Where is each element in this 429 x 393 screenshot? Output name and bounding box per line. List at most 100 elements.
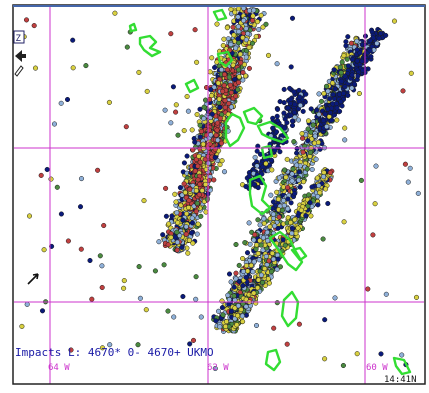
lightning-stroke-marker bbox=[355, 73, 361, 79]
lightning-stroke-marker bbox=[194, 59, 200, 65]
coastline-outline bbox=[242, 106, 264, 126]
lightning-stroke-marker bbox=[121, 278, 127, 284]
lightning-stroke-marker bbox=[65, 238, 71, 244]
lightning-stroke-marker bbox=[204, 196, 210, 202]
lightning-stroke-marker bbox=[292, 101, 298, 107]
lightning-stroke-marker bbox=[274, 113, 280, 119]
lightning-stroke-marker bbox=[281, 100, 287, 106]
lightning-stroke-marker bbox=[250, 13, 256, 19]
lightning-stroke-marker bbox=[378, 30, 384, 37]
lightning-stroke-marker bbox=[201, 104, 207, 110]
lightning-stroke-marker bbox=[200, 141, 206, 147]
lightning-stroke-marker bbox=[341, 53, 347, 59]
lightning-stroke-marker bbox=[342, 125, 348, 131]
lightning-stroke-marker bbox=[242, 73, 249, 79]
lightning-stroke-marker bbox=[303, 213, 309, 219]
lightning-stroke-marker bbox=[338, 99, 344, 105]
lightning-stroke-marker bbox=[297, 184, 303, 190]
zoom-box-icon[interactable]: Z bbox=[13, 30, 25, 44]
lightning-stroke-marker bbox=[243, 183, 249, 190]
lightning-stroke-marker bbox=[298, 207, 304, 213]
lightning-stroke-marker bbox=[174, 239, 180, 245]
lightning-stroke-marker bbox=[78, 176, 85, 182]
lightning-stroke-marker bbox=[315, 194, 321, 200]
lightning-stroke-marker bbox=[250, 269, 256, 275]
lightning-stroke-marker bbox=[322, 356, 328, 362]
lightning-stroke-marker bbox=[220, 88, 226, 94]
lightning-stroke-marker bbox=[351, 81, 358, 87]
lightning-stroke-marker bbox=[193, 188, 199, 194]
lightning-stroke-marker bbox=[169, 213, 175, 219]
longitude-label-60w: 60 W bbox=[366, 363, 388, 373]
pencil-icon[interactable] bbox=[14, 65, 24, 77]
pan-arrow-icon[interactable] bbox=[15, 50, 26, 62]
lightning-stroke-marker bbox=[415, 190, 421, 196]
lightning-stroke-marker bbox=[198, 128, 205, 134]
lightning-stroke-marker bbox=[189, 220, 195, 226]
lightning-stroke-marker bbox=[309, 166, 315, 173]
lightning-stroke-marker bbox=[243, 54, 249, 60]
lightning-stroke-marker bbox=[338, 70, 344, 76]
lightning-stroke-marker bbox=[228, 90, 234, 96]
lightning-stroke-marker bbox=[310, 122, 316, 128]
lightning-stroke-marker bbox=[136, 69, 142, 75]
coastline-outline bbox=[138, 34, 162, 58]
coastline-outline bbox=[224, 112, 246, 148]
lightning-stroke-marker bbox=[231, 32, 237, 38]
lightning-stroke-marker bbox=[189, 127, 195, 133]
lightning-stroke-marker bbox=[272, 223, 278, 229]
lightning-stroke-marker bbox=[370, 232, 376, 238]
lightning-stroke-marker bbox=[299, 131, 305, 137]
lightning-stroke-marker bbox=[317, 190, 323, 196]
lightning-stroke-marker bbox=[64, 96, 71, 103]
lightning-stroke-marker bbox=[168, 120, 174, 126]
lightning-stroke-marker bbox=[174, 229, 180, 235]
cursor-arrow-icon bbox=[27, 273, 39, 285]
lightning-stroke-marker bbox=[166, 221, 172, 227]
coastline-outline bbox=[128, 22, 138, 33]
lightning-stroke-marker bbox=[376, 35, 382, 41]
lightning-stroke-marker bbox=[215, 137, 221, 143]
lightning-stroke-marker bbox=[124, 44, 130, 50]
lightning-stroke-marker bbox=[276, 175, 282, 181]
lightning-stroke-marker bbox=[271, 325, 277, 331]
lightning-stroke-marker bbox=[303, 91, 309, 97]
lightning-stroke-marker bbox=[179, 244, 185, 250]
lightning-stroke-marker bbox=[354, 47, 360, 53]
lightning-stroke-marker bbox=[201, 115, 207, 122]
lightning-stroke-marker bbox=[316, 91, 322, 97]
lightning-stroke-marker bbox=[253, 33, 259, 40]
lightning-stroke-marker bbox=[23, 17, 30, 23]
lightning-stroke-marker bbox=[254, 163, 260, 169]
lightning-stroke-marker bbox=[349, 72, 355, 78]
lightning-stroke-marker bbox=[190, 337, 197, 343]
coastline-outline bbox=[280, 290, 300, 328]
lightning-stroke-marker bbox=[236, 278, 242, 285]
lightning-stroke-marker bbox=[215, 308, 222, 314]
lightning-stroke-marker bbox=[270, 256, 277, 262]
lightning-stroke-marker bbox=[83, 63, 89, 69]
lightning-stroke-marker bbox=[99, 284, 105, 291]
lightning-stroke-marker bbox=[292, 114, 298, 120]
lightning-stroke-marker bbox=[175, 132, 181, 138]
lightning-stroke-marker bbox=[181, 160, 187, 166]
lightning-stroke-marker bbox=[78, 246, 84, 252]
lightning-stroke-marker bbox=[174, 210, 180, 216]
lightning-stroke-marker bbox=[236, 74, 242, 80]
lightning-stroke-marker bbox=[233, 241, 239, 248]
lightning-stroke-marker bbox=[144, 88, 150, 94]
lightning-stroke-marker bbox=[189, 230, 195, 236]
lightning-stroke-marker bbox=[294, 146, 300, 152]
lightning-stroke-marker bbox=[285, 196, 291, 202]
lightning-stroke-marker bbox=[269, 250, 275, 256]
lightning-stroke-marker bbox=[170, 84, 176, 90]
lightning-stroke-marker bbox=[277, 149, 283, 155]
lightning-stroke-marker bbox=[288, 220, 294, 226]
lightning-stroke-marker bbox=[367, 47, 373, 54]
lightning-stroke-marker bbox=[309, 184, 315, 190]
lightning-stroke-marker bbox=[197, 181, 203, 187]
lightning-stroke-marker bbox=[218, 140, 225, 146]
lightning-stroke-marker bbox=[344, 56, 350, 62]
